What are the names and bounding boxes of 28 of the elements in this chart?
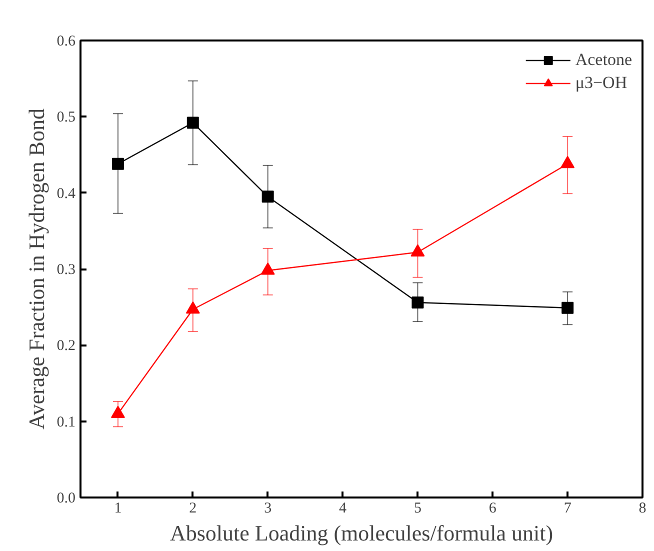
x-tick-label: 4: [339, 500, 348, 516]
point: [260, 262, 275, 275]
legend-label: Acetone: [575, 50, 632, 70]
x-tick-label: 8: [638, 500, 646, 516]
x-tick-label: 3: [264, 500, 272, 516]
y-tick-label: 0.5: [56, 110, 76, 126]
y-tick-label: 0.6: [56, 34, 76, 50]
y-tick-label: 0.0: [56, 490, 76, 506]
x-tick-label: 6: [488, 500, 497, 516]
point: [186, 301, 200, 314]
y-tick-label: 0.1: [56, 414, 76, 430]
point: [562, 302, 574, 314]
y-tick-label: 0.4: [56, 186, 76, 202]
y-axis-title: Average Fraction in Hydrogen Bond: [24, 108, 49, 430]
y-tick-label: 0.2: [56, 338, 76, 354]
x-tick-label: 5: [414, 500, 422, 516]
point: [186, 116, 199, 129]
x-axis-title: Absolute Loading (molecules/formula unit): [170, 520, 554, 546]
point: [412, 296, 424, 309]
point: [410, 244, 425, 256]
point: [262, 190, 274, 203]
point: [112, 158, 124, 170]
x-tick-label: 1: [114, 500, 122, 516]
y-tick-label: 0.3: [56, 262, 76, 278]
point: [110, 406, 125, 418]
x-tick-label: 7: [564, 500, 572, 516]
x-tick-label: 2: [189, 500, 197, 516]
legend-label: μ3−OH: [575, 73, 628, 93]
